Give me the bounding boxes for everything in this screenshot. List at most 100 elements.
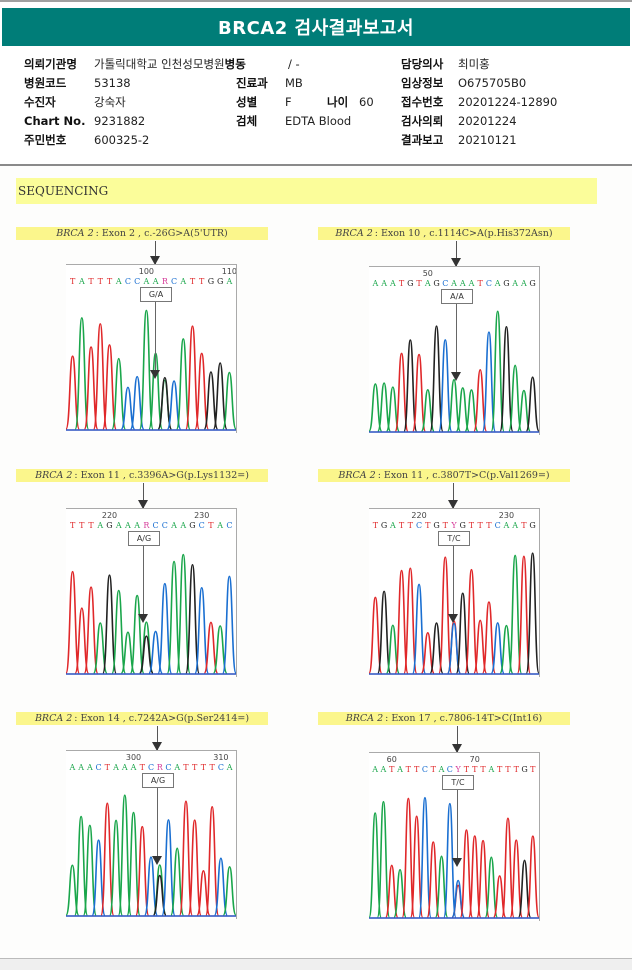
genotype-box: T/C <box>438 531 470 546</box>
base-call: A <box>503 521 510 530</box>
trace-peak <box>139 635 154 674</box>
window-bottom-bar <box>0 958 632 970</box>
trace-peak <box>499 325 514 432</box>
base-call: T <box>486 521 492 530</box>
base-call: T <box>414 765 420 774</box>
info-row-hospital-code: 병원코드 53138 <box>24 74 246 93</box>
info-value: 600325-2 <box>94 133 150 147</box>
trace-peak <box>394 352 409 432</box>
base-call: A <box>511 279 518 288</box>
base-call: T <box>88 277 94 286</box>
trace-peak <box>426 841 440 918</box>
info-row-department: 진료과 MB <box>236 74 374 93</box>
info-row-chart-no: Chart No. 9231882 <box>24 112 246 131</box>
trace-peak <box>369 383 383 432</box>
arrow-down-icon <box>451 372 461 381</box>
info-label: Chart No. <box>24 114 86 128</box>
trace-peak <box>490 622 505 674</box>
base-call: T <box>416 279 422 288</box>
trace-peak <box>369 596 383 674</box>
trace-peak <box>369 812 382 918</box>
base-call: C <box>153 521 159 530</box>
base-call: G <box>208 277 214 286</box>
arrow-down-icon <box>150 370 160 379</box>
info-row-doctor: 담당의사 최미홍 <box>401 55 557 74</box>
info-value: 가톨릭대학교 인천성모병원 <box>94 57 225 71</box>
trace-peak <box>91 839 106 916</box>
trace-peak <box>203 621 219 674</box>
base-call: G <box>381 521 387 530</box>
base-call: C <box>447 765 453 774</box>
base-call: A <box>112 763 119 772</box>
base-call: A <box>487 765 494 774</box>
base-call: T <box>79 521 85 530</box>
variant-description: : Exon 11 , c.3807T>C(p.Val1269=) <box>377 470 550 481</box>
base-call: C <box>495 521 501 530</box>
trace-peak <box>481 601 496 674</box>
trace-peak <box>412 353 427 432</box>
trace-peak <box>213 857 228 916</box>
trace-peak <box>377 590 392 674</box>
arrow-down-icon <box>152 742 162 751</box>
variant-label: BRCA 2: Exon 17 , c.7806-14T>C(Int16) <box>318 712 570 725</box>
trace-peak <box>194 586 210 674</box>
trace-peak <box>473 619 488 674</box>
base-call: T <box>425 521 431 530</box>
base-call: T <box>70 277 76 286</box>
trace-peak <box>120 386 136 430</box>
position-label: 220 <box>102 511 117 520</box>
base-call: A <box>468 279 475 288</box>
chromatogram-plot: 50A A A T G T A G C A A A T C A G A A G <box>369 269 539 433</box>
base-call: Y <box>450 521 457 530</box>
base-call: A <box>389 279 396 288</box>
variant-description: : Exon 10 , c.1114C>A(p.His372Asn) <box>374 228 553 239</box>
trace-peak <box>409 815 424 918</box>
trace-peak <box>412 583 427 674</box>
trace-peak <box>157 582 173 674</box>
info-row-institution: 의뢰기관명 가톨릭대학교 인천성모병원 병동 <box>24 55 246 74</box>
base-call: T <box>190 277 196 286</box>
trace-peak <box>481 331 496 432</box>
base-call: G <box>433 521 439 530</box>
base-call: C <box>165 763 171 772</box>
base-call: Y <box>455 765 462 774</box>
position-label: 60 <box>387 755 397 764</box>
position-label: 300 <box>126 753 141 762</box>
trace-peak <box>526 835 539 918</box>
trace-peak <box>385 864 399 918</box>
trace-peak <box>376 800 391 918</box>
chromatogram: 300 310 A A A C T A A A T C R C A T T T T C A A/G <box>66 750 237 919</box>
info-label: 담당의사 <box>401 57 444 71</box>
pointer-line <box>456 241 457 266</box>
trace-peak <box>83 586 99 674</box>
arrow-down-icon <box>448 614 458 623</box>
trace-peak <box>82 824 97 916</box>
base-call: A <box>216 521 223 530</box>
base-call: R <box>162 277 169 286</box>
info-row-specimen: 검체 EDTA Blood <box>236 112 374 131</box>
trace-peak <box>455 387 470 432</box>
trace-peak <box>187 819 202 916</box>
info-label: 수진자 <box>24 95 56 109</box>
base-call: G <box>460 521 466 530</box>
genotype-box: A/A <box>441 289 473 304</box>
base-call: C <box>486 279 492 288</box>
trace-peak <box>74 815 89 916</box>
base-call: A <box>130 763 137 772</box>
info-label: 접수번호 <box>401 95 444 109</box>
base-call: T <box>88 521 94 530</box>
base-call: T <box>105 763 111 772</box>
base-call: A <box>96 521 103 530</box>
base-call: T <box>505 765 511 774</box>
trace-peak <box>178 800 193 916</box>
info-row-sex: 성별 F 나이 60 <box>236 93 374 112</box>
gene-name: BRCA 2 <box>35 470 73 481</box>
base-call: A <box>389 521 396 530</box>
variant-label: BRCA 2: Exon 2 , c.-26G>A(5'UTR) <box>16 227 268 240</box>
arrow-down-icon <box>451 258 461 267</box>
base-call: T <box>464 765 470 774</box>
base-call: C <box>162 521 168 530</box>
trace-peak <box>66 570 80 674</box>
